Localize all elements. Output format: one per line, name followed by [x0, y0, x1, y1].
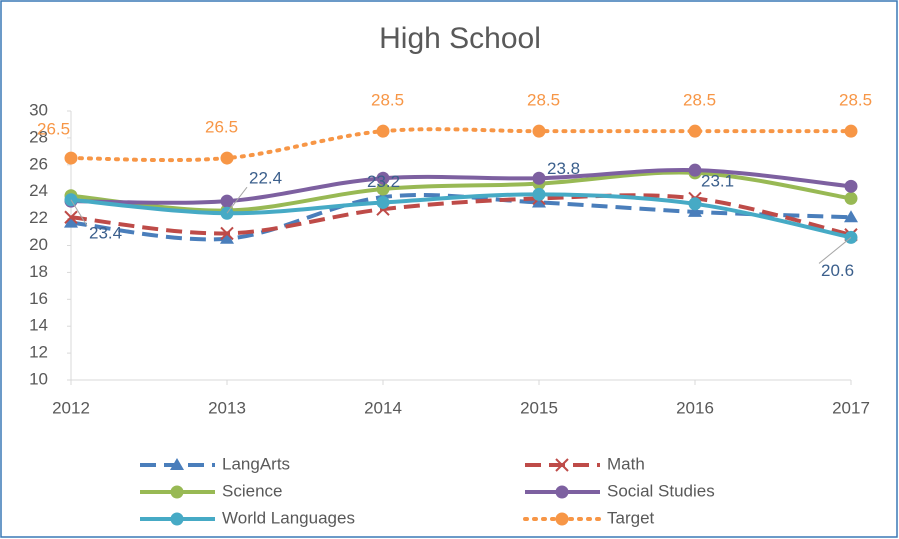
- series-marker: [688, 163, 702, 177]
- legend-label: Target: [607, 508, 655, 527]
- legend-item: World Languages: [140, 508, 355, 527]
- y-tick-label: 28: [29, 127, 48, 146]
- data-label: 28.5: [839, 91, 872, 110]
- legend-label: Science: [222, 481, 282, 500]
- legend-label: LangArts: [222, 454, 290, 473]
- series-marker: [844, 191, 858, 205]
- series-marker: [688, 124, 702, 138]
- legend-item: Math: [525, 454, 645, 473]
- series-line: [70, 192, 852, 240]
- series-line: [69, 127, 853, 163]
- series-marker: [64, 151, 78, 165]
- y-tick-label: 16: [29, 289, 48, 308]
- series-marker: [844, 124, 858, 138]
- label-leader: [818, 237, 852, 264]
- series-line: [70, 170, 852, 213]
- legend-marker: [170, 512, 184, 526]
- y-tick-label: 18: [29, 262, 48, 281]
- series-marker: [376, 124, 390, 138]
- legend-item: Science: [140, 481, 282, 500]
- data-label: 20.6: [821, 261, 854, 280]
- series-marker: [220, 231, 234, 244]
- legend-item: LangArts: [140, 454, 290, 473]
- data-label: 23.1: [701, 171, 734, 190]
- data-label: 28.5: [683, 91, 716, 110]
- y-tick-label: 20: [29, 235, 48, 254]
- legend-label: Math: [607, 454, 645, 473]
- series-marker: [376, 195, 390, 209]
- series-line: [70, 193, 852, 237]
- data-label: 23.8: [547, 159, 580, 178]
- series-marker: [844, 210, 858, 223]
- legend-label: World Languages: [222, 508, 355, 527]
- series-marker: [688, 204, 702, 217]
- series-marker: [844, 179, 858, 193]
- x-tick-label: 2016: [676, 398, 714, 417]
- series-marker: [532, 171, 546, 185]
- series-marker: [532, 124, 546, 138]
- series-marker: [64, 215, 78, 228]
- series-line: [70, 168, 852, 205]
- legend-marker: [555, 512, 569, 526]
- data-label: 22.4: [249, 169, 282, 188]
- x-tick-label: 2014: [364, 398, 402, 417]
- x-tick-label: 2013: [208, 398, 246, 417]
- y-tick-label: 24: [29, 181, 48, 200]
- y-tick-label: 12: [29, 343, 48, 362]
- data-label: 23.4: [89, 223, 122, 242]
- series-marker: [220, 194, 234, 208]
- data-label: 28.5: [527, 91, 560, 110]
- data-label: 26.5: [37, 120, 70, 139]
- y-tick-label: 22: [29, 208, 48, 227]
- series-marker: [220, 226, 234, 241]
- x-tick-label: 2012: [52, 398, 90, 417]
- series-marker: [532, 195, 546, 208]
- series-marker: [688, 197, 702, 211]
- x-tick-label: 2017: [832, 398, 870, 417]
- chart-title: High School: [379, 22, 541, 55]
- data-label: 28.5: [371, 91, 404, 110]
- series-marker: [220, 151, 234, 165]
- label-leader: [70, 199, 88, 227]
- legend-marker: [170, 458, 184, 470]
- label-leader: [226, 186, 248, 214]
- legend-marker: [555, 485, 569, 499]
- data-label: 26.5: [205, 118, 238, 137]
- x-tick-label: 2015: [520, 398, 558, 417]
- y-tick-label: 10: [29, 369, 48, 388]
- legend-marker: [555, 458, 569, 472]
- legend-item: Social Studies: [525, 481, 715, 500]
- y-tick-label: 30: [29, 100, 48, 119]
- series-marker: [376, 182, 390, 196]
- series-marker: [532, 187, 546, 201]
- series-marker: [64, 210, 78, 224]
- legend-label: Social Studies: [607, 481, 715, 500]
- legend-marker: [170, 485, 184, 499]
- y-tick-label: 14: [29, 316, 48, 335]
- series-marker: [376, 171, 390, 185]
- legend-item: Target: [523, 508, 655, 527]
- y-tick-label: 26: [29, 154, 48, 173]
- data-label: 23.2: [367, 172, 400, 191]
